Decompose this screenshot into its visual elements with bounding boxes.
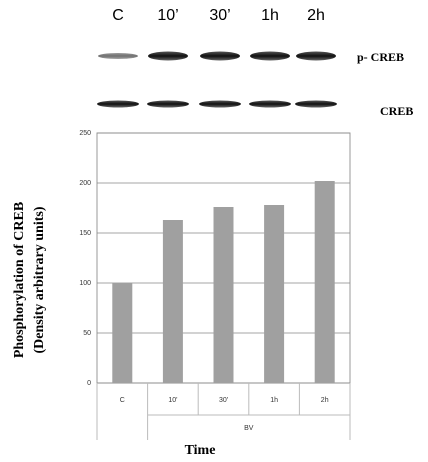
band-creb [97, 101, 139, 108]
band-creb [147, 101, 189, 108]
bar [163, 220, 183, 383]
band-pcreb [148, 52, 188, 61]
x-tick-label: 30' [219, 397, 228, 404]
x-tick-label: C [120, 397, 125, 404]
figure: C 10’ 30’ 1h 2h p- CREB CREB 0 50 100 150 200 250 C 10… [0, 0, 428, 462]
lane-label: C [112, 7, 124, 24]
y-axis-label: (Density arbitrary units) [32, 206, 47, 353]
band-pcreb [98, 53, 138, 59]
bar [264, 205, 284, 383]
x-tick-label: 1h [270, 397, 278, 404]
band-pcreb [296, 52, 336, 61]
blot-row-label: CREB [380, 104, 413, 118]
bar [315, 181, 335, 383]
bar [112, 283, 132, 383]
band-pcreb [250, 52, 290, 61]
lane-label: 2h [307, 7, 325, 24]
x-axis-label: Time [185, 443, 216, 458]
x-tick-label: 2h [321, 397, 329, 404]
y-tick-label: 200 [79, 180, 91, 187]
band-creb [249, 101, 291, 108]
y-tick-label: 0 [87, 380, 91, 387]
y-tick-label: 250 [79, 130, 91, 137]
band-creb [295, 101, 337, 108]
lane-label: 10’ [157, 7, 178, 24]
y-tick-label: 100 [79, 280, 91, 287]
band-creb [199, 101, 241, 108]
y-axis-label: Phosphorylation of CREB [12, 202, 27, 358]
band-pcreb [200, 52, 240, 61]
x-tick-label: 10' [168, 397, 177, 404]
group-label: BV [244, 425, 254, 432]
lane-label: 1h [261, 7, 279, 24]
y-tick-label: 50 [83, 330, 91, 337]
blot-row-label: p- CREB [357, 50, 404, 64]
lane-label: 30’ [209, 7, 230, 24]
y-tick-label: 150 [79, 230, 91, 237]
bar [214, 207, 234, 383]
